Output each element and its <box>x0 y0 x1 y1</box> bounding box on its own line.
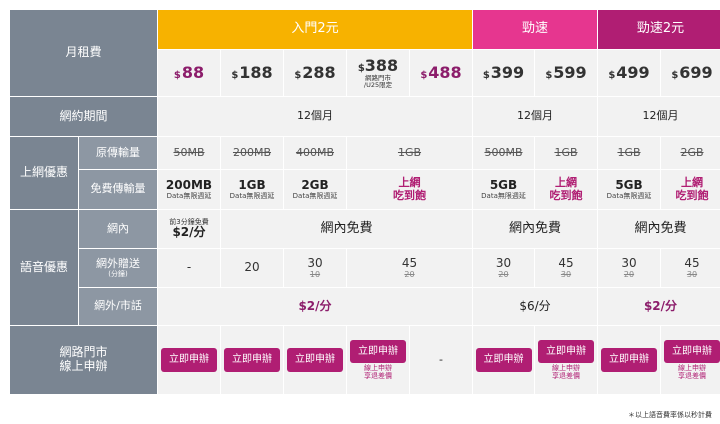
original-data-cell: 400MB <box>284 137 347 170</box>
off-net-gift-cell: 45 30 <box>661 249 720 288</box>
price-399: $399 <box>473 50 535 97</box>
apply-button-388[interactable]: 立即申辦 <box>350 339 406 364</box>
apply-button-599[interactable]: 立即申辦 <box>538 339 594 364</box>
apply-button-699[interactable]: 立即申辦 <box>664 339 720 364</box>
free-data-unlimited: 上網 吃到飽 <box>661 170 720 210</box>
apply-cell: 立即申辦 <box>473 326 535 395</box>
price-488: $488 <box>410 50 473 97</box>
off-net-gift-label: 網外贈送 (分鐘) <box>79 249 158 288</box>
apply-note: 線上申辦 享退差價 <box>552 364 580 380</box>
apply-cell: 立即申辦 <box>598 326 661 395</box>
header-speed2-plan: 勁速2元 <box>598 10 720 50</box>
free-data-cell: 5GB Data無限週延 <box>598 170 661 210</box>
on-net-intro: 前3分鐘免費 $2/分 <box>158 210 221 249</box>
apply-button-188[interactable]: 立即申辦 <box>224 348 280 372</box>
contract-speed2: 12個月 <box>598 97 720 137</box>
on-net-entry: 網內免費 <box>221 210 473 249</box>
off-net-gift-cell: - <box>158 249 221 288</box>
free-data-cell: 200MB Data無限週延 <box>158 170 221 210</box>
plan-comparison-table: 月租費 入門2元 勁速 勁速2元 $88 $188 $288 $388 網路門市… <box>10 10 720 405</box>
free-data-unlimited: 上網 吃到飽 <box>347 170 473 210</box>
apply-cell: 立即申辦 <box>284 326 347 395</box>
apply-cell: 立即申辦 線上申辦 享退差價 <box>535 326 598 395</box>
off-net-gift-cell: 45 20 <box>347 249 473 288</box>
apply-cell: 立即申辦 <box>158 326 221 395</box>
price-699: $699 <box>661 50 720 97</box>
contract-label: 網約期間 <box>10 97 158 137</box>
off-net-rate-speed2: $2/分 <box>598 288 720 326</box>
apply-note: 線上申辦 享退差價 <box>364 364 392 380</box>
data-benefit-label: 上網優惠 <box>10 137 79 210</box>
online-store-label: 網路門市 線上申辦 <box>10 326 158 395</box>
apply-button-499[interactable]: 立即申辦 <box>601 348 657 372</box>
off-net-gift-cell: 30 10 <box>284 249 347 288</box>
off-net-gift-cell: 20 <box>221 249 284 288</box>
off-net-gift-cell: 30 20 <box>473 249 535 288</box>
off-net-gift-cell: 45 30 <box>535 249 598 288</box>
contract-entry: 12個月 <box>158 97 473 137</box>
original-data-cell: 1GB <box>598 137 661 170</box>
price-388-note: 網路門市 /U25限定 <box>363 74 393 90</box>
apply-cell: 立即申辦 線上申辦 享退差價 <box>661 326 720 395</box>
apply-cell-none: - <box>410 326 473 395</box>
price-388: $388 網路門市 /U25限定 <box>347 50 410 97</box>
apply-note: 線上申辦 享退差價 <box>678 364 706 380</box>
apply-cell: 立即申辦 線上申辦 享退差價 <box>347 326 410 395</box>
off-net-rate-speed: $6/分 <box>473 288 598 326</box>
on-net-speed2: 網內免費 <box>598 210 720 249</box>
free-data-unlimited: 上網 吃到飽 <box>535 170 598 210</box>
apply-button-88[interactable]: 立即申辦 <box>161 348 217 372</box>
price-288: $288 <box>284 50 347 97</box>
original-data-cell: 200MB <box>221 137 284 170</box>
off-net-gift-cell: 30 20 <box>598 249 661 288</box>
header-speed-plan: 勁速 <box>473 10 598 50</box>
voice-benefit-label: 語音優惠 <box>10 210 79 326</box>
free-data-cell: 5GB Data無限週延 <box>473 170 535 210</box>
original-data-cell: 2GB <box>661 137 720 170</box>
price-599: $599 <box>535 50 598 97</box>
off-net-landline-label: 網外/市話 <box>79 288 158 326</box>
contract-speed: 12個月 <box>473 97 598 137</box>
free-data-label: 免費傳輸量 <box>79 170 158 210</box>
price-499: $499 <box>598 50 661 97</box>
original-data-cell: 1GB <box>535 137 598 170</box>
on-net-speed: 網內免費 <box>473 210 598 249</box>
free-data-cell: 1GB Data無限週延 <box>221 170 284 210</box>
header-entry-plan: 入門2元 <box>158 10 473 50</box>
original-data-cell: 500MB <box>473 137 535 170</box>
on-net-label: 網內 <box>79 210 158 249</box>
price-188: $188 <box>221 50 284 97</box>
original-data-label: 原傳輸量 <box>79 137 158 170</box>
apply-cell: 立即申辦 <box>221 326 284 395</box>
original-data-cell: 50MB <box>158 137 221 170</box>
footnote: ＊以上語音費率係以秒計費 <box>628 411 712 419</box>
free-data-cell: 2GB Data無限週延 <box>284 170 347 210</box>
off-net-rate-entry: $2/分 <box>158 288 473 326</box>
apply-button-399[interactable]: 立即申辦 <box>475 348 532 372</box>
original-data-cell: 1GB <box>347 137 473 170</box>
monthly-fee-label: 月租費 <box>10 10 158 97</box>
apply-button-288[interactable]: 立即申辦 <box>287 348 343 372</box>
price-88: $88 <box>158 50 221 97</box>
